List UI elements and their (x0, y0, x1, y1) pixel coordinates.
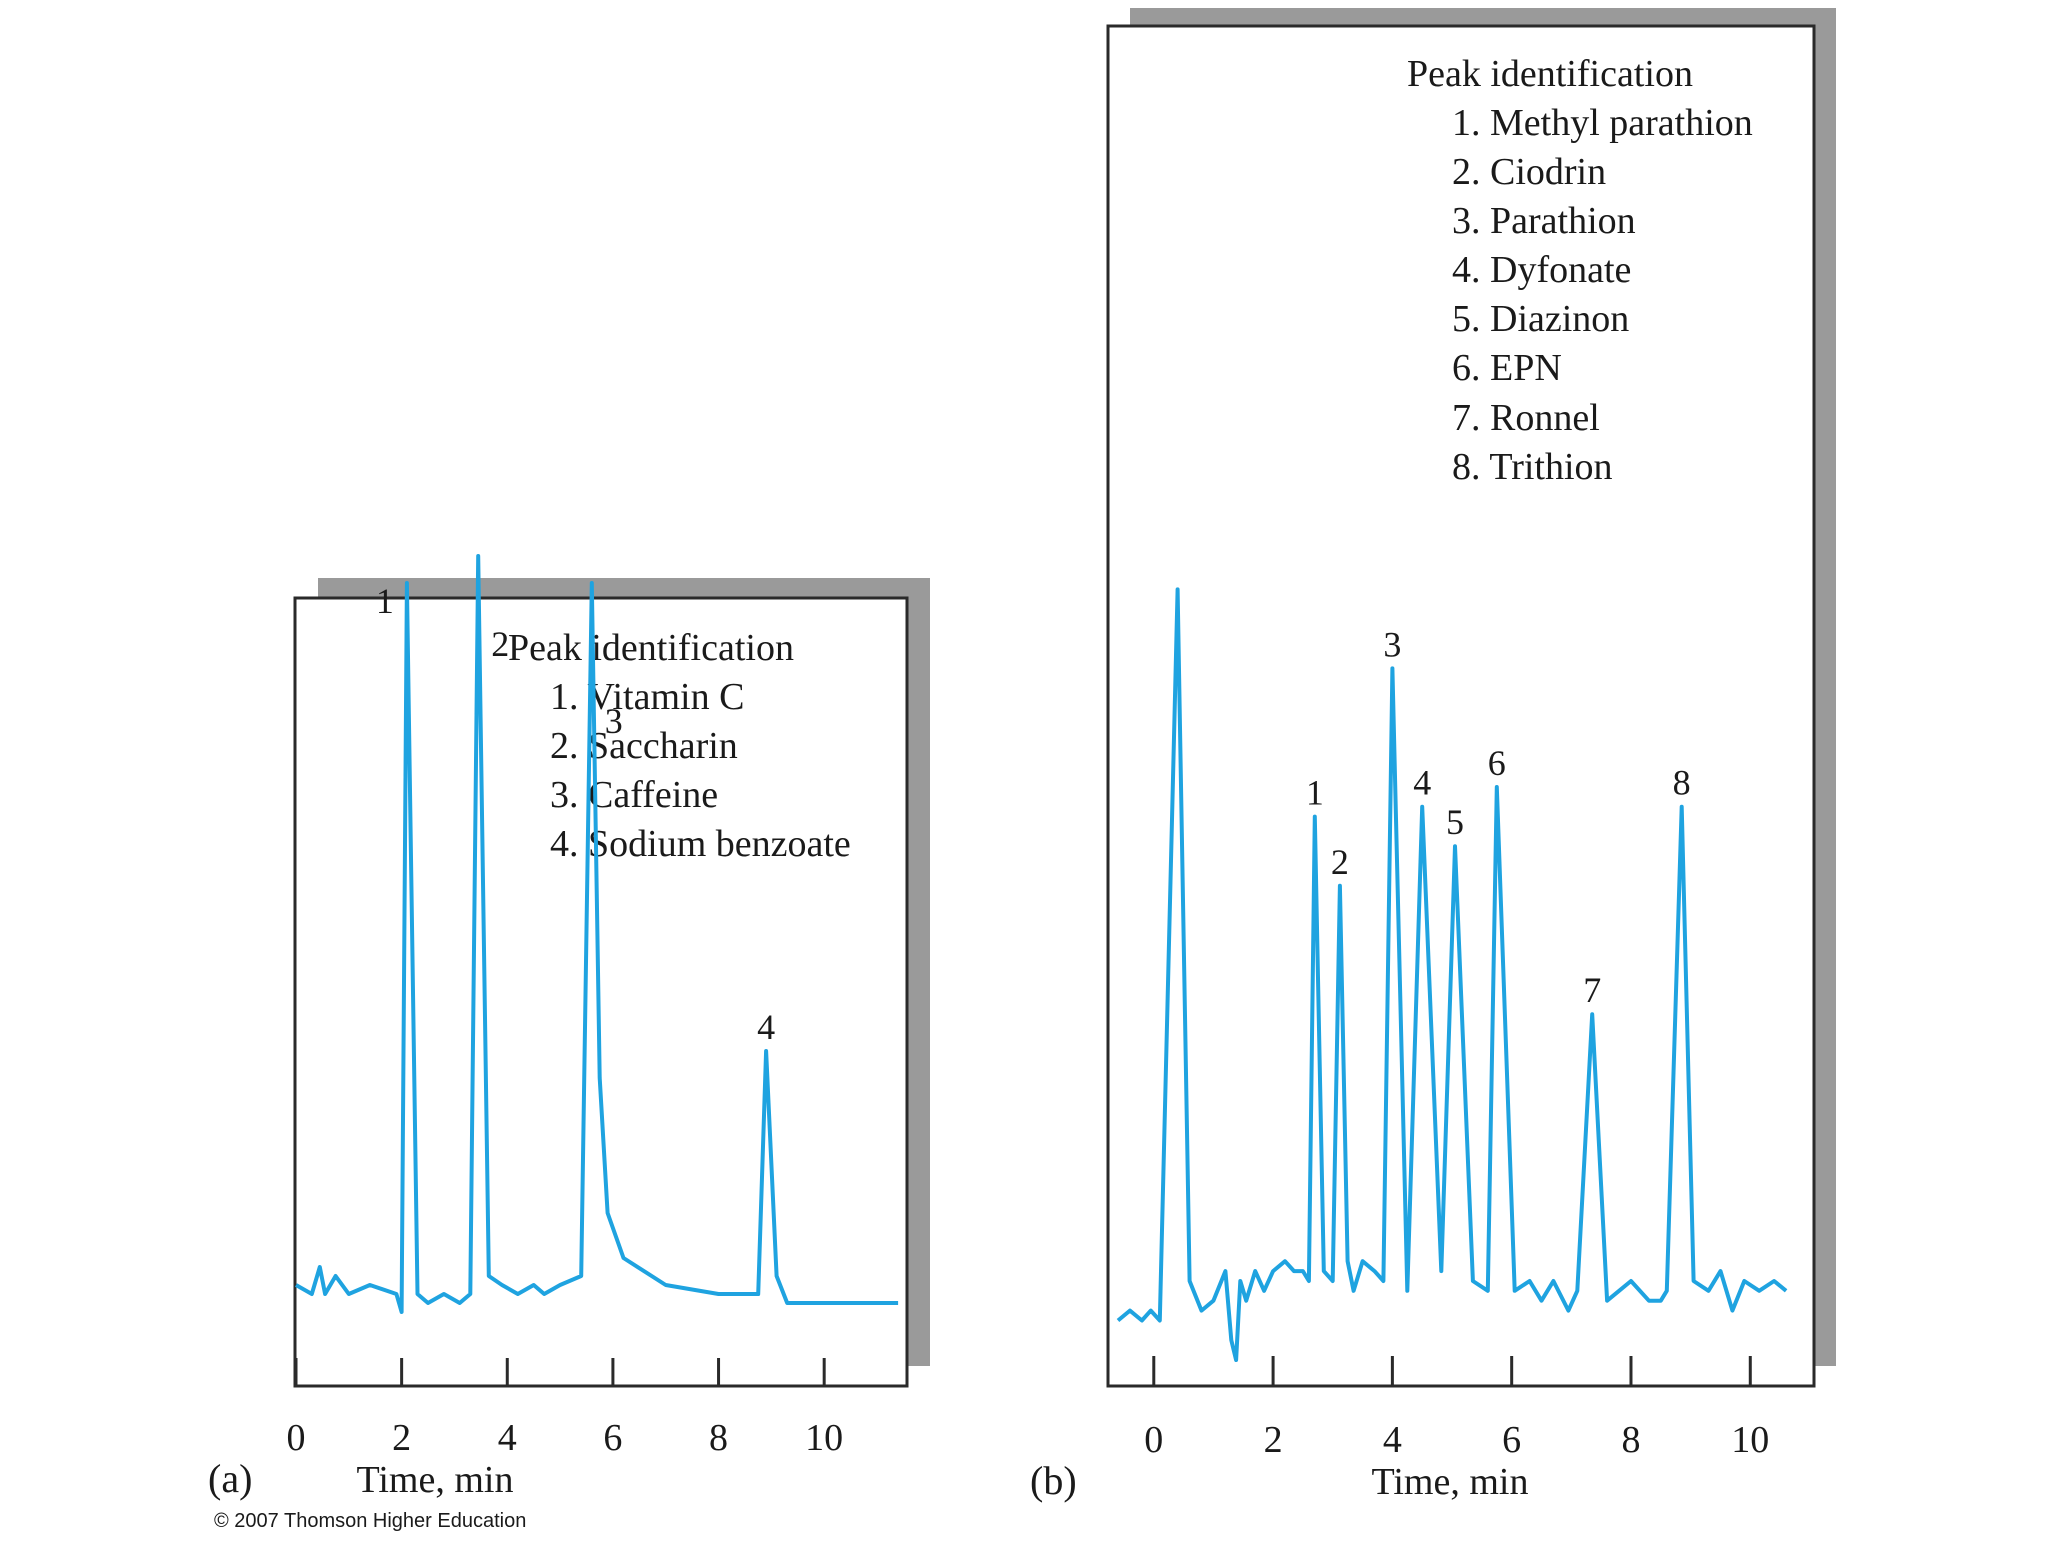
panel-b-peak-label: 5 (1446, 802, 1464, 842)
panel-b-legend-item: 2. Ciodrin (1452, 151, 1606, 193)
panel-b-x-tick-label: 0 (1144, 1419, 1163, 1461)
panel-b-legend-item: 6. EPN (1452, 347, 1562, 389)
panel-b-peak-label: 7 (1583, 970, 1601, 1010)
panel-b-legend-item: 1. Methyl parathion (1452, 102, 1753, 144)
panel-b-x-tick-label: 8 (1621, 1419, 1640, 1461)
panel-b-legend-title: Peak identification (1407, 53, 1693, 95)
panel-b-legend-item: 5. Diazinon (1452, 298, 1629, 340)
panel-b-peak-label: 4 (1413, 763, 1431, 803)
panel-a-x-tick-label: 4 (498, 1417, 517, 1459)
panel-a-peak-label: 4 (757, 1007, 775, 1047)
panel-b-x-tick-label: 10 (1731, 1419, 1769, 1461)
panel-a-x-tick-label: 0 (287, 1417, 306, 1459)
panel-b-legend-item: 8. Trithion (1452, 446, 1613, 488)
panel-b-x-tick-label: 2 (1264, 1419, 1283, 1461)
panel-a-label: (a) (208, 1456, 252, 1501)
panel-b-legend: 1. Methyl parathion 2. Ciodrin 3. Parath… (1452, 102, 1753, 488)
panel-a-peak-label: 3 (605, 701, 623, 741)
panel-a-x-tick-label: 2 (392, 1417, 411, 1459)
panel-a-peak-label: 2 (491, 624, 509, 664)
panel-b-chromatogram-trace (1116, 587, 1788, 1362)
panel-a-frame (293, 596, 909, 1388)
copyright-credit: © 2007 Thomson Higher Education (214, 1510, 526, 1532)
panel-a-x-axis-title: Time, min (357, 1459, 514, 1501)
panel-b-peak-label: 2 (1331, 842, 1349, 882)
panel-b-peak-label: 3 (1383, 624, 1401, 664)
panel-a-legend: 1. Vitamin C 2. Saccharin 3. Caffeine 4.… (550, 676, 851, 865)
panel-b-peak-label: 1 (1306, 773, 1324, 813)
panel-b-peak-label: 6 (1488, 743, 1506, 783)
panel-a-legend-item: 3. Caffeine (550, 774, 718, 816)
panel-a-legend-item: 4. Sodium benzoate (550, 823, 851, 865)
panel-b-legend-item: 7. Ronnel (1452, 397, 1600, 439)
panel-b: Peak identification 1. Methyl parathion … (1030, 8, 1836, 1503)
panel-a-legend-title: Peak identification (508, 627, 794, 669)
panel-a-legend-item: 1. Vitamin C (550, 676, 744, 718)
panel-b-x-tick-label: 4 (1383, 1419, 1402, 1461)
panel-b-label: (b) (1030, 1458, 1077, 1503)
panel-a-chromatogram-trace (295, 554, 899, 1314)
panel-a-x-tick-label: 10 (805, 1417, 843, 1459)
panel-b-frame (1106, 24, 1816, 1388)
panel-a-x-tick-label: 6 (603, 1417, 622, 1459)
panel-a-peak-label: 1 (376, 581, 394, 621)
panel-a-x-tick-label: 8 (709, 1417, 728, 1459)
panel-b-x-tick-label: 6 (1502, 1419, 1521, 1461)
panel-b-legend-item: 3. Parathion (1452, 200, 1636, 242)
panel-b-peak-label: 8 (1673, 763, 1691, 803)
panel-a-legend-item: 2. Saccharin (550, 725, 738, 767)
panel-a: Peak identification 1. Vitamin C 2. Sacc… (208, 554, 930, 1501)
panel-b-x-axis-title: Time, min (1372, 1461, 1529, 1503)
panel-b-legend-item: 4. Dyfonate (1452, 249, 1631, 291)
